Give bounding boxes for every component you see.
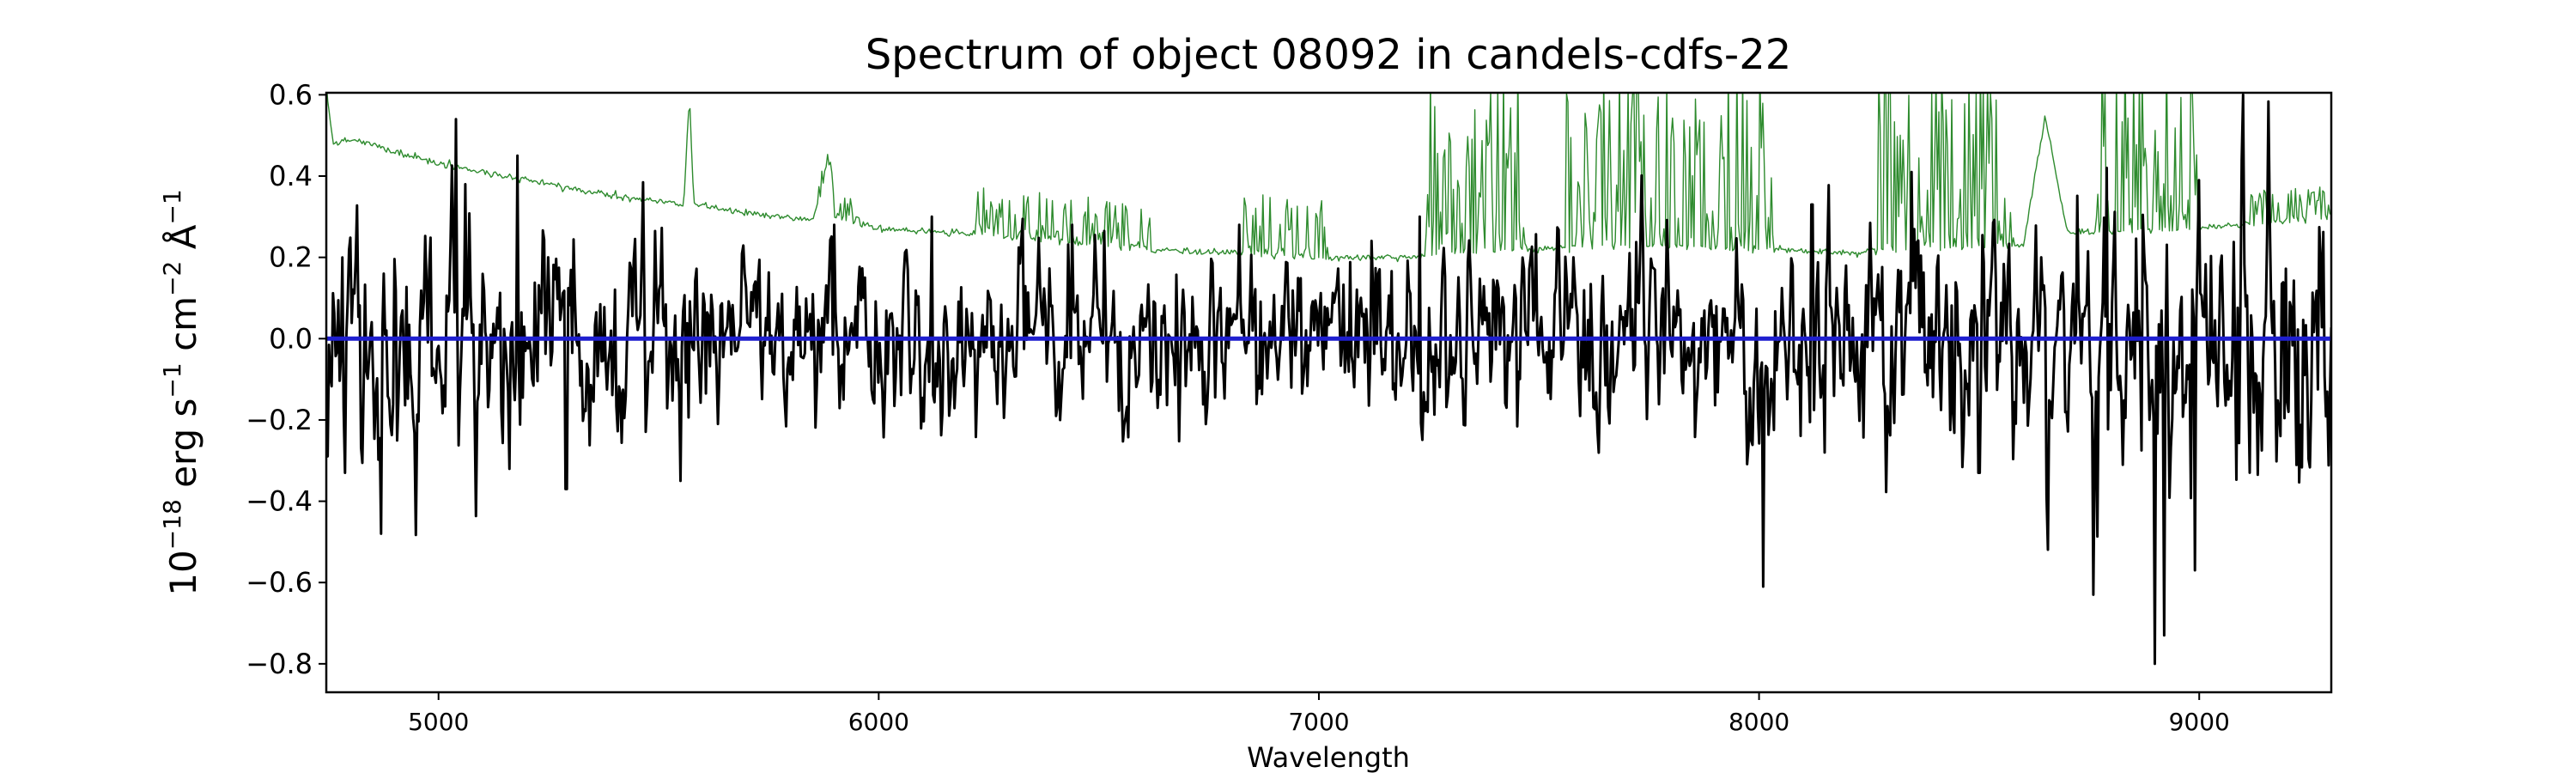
y-axis: 0.6 0.4 0.2 0.0 −0.2 −0.4 −0.6 −0.8: [246, 78, 326, 680]
y-axis-label: 10−18 erg s−1 cm−2 Å−1: [158, 189, 204, 595]
error-line: [326, 93, 2331, 263]
y-tick-label: 0.2: [269, 241, 313, 274]
y-tick-label: −0.6: [246, 566, 313, 599]
y-tick-label: −0.2: [246, 404, 313, 436]
y-tick-label: −0.8: [246, 648, 313, 680]
x-tick-label: 9000: [2169, 708, 2230, 736]
x-tick-label: 8000: [1728, 708, 1789, 736]
error-series: [326, 93, 2331, 263]
x-tick-label: 6000: [848, 708, 909, 736]
x-axis: 5000 6000 7000 8000 9000: [408, 692, 2230, 736]
chart-title: Spectrum of object 08092 in candels-cdfs…: [866, 31, 1792, 79]
y-tick-label: 0.6: [269, 78, 313, 111]
plot-area: [326, 93, 2331, 666]
x-axis-label: Wavelength: [1247, 741, 1410, 773]
y-tick-label: −0.4: [246, 485, 313, 518]
flux-series: [326, 93, 2331, 666]
plot-frame: [325, 91, 2333, 694]
flux-line: [326, 93, 2331, 666]
x-tick-label: 5000: [408, 708, 469, 736]
y-tick-label: 0.4: [269, 160, 313, 192]
x-tick-label: 7000: [1288, 708, 1349, 736]
y-tick-label: 0.0: [269, 322, 313, 355]
